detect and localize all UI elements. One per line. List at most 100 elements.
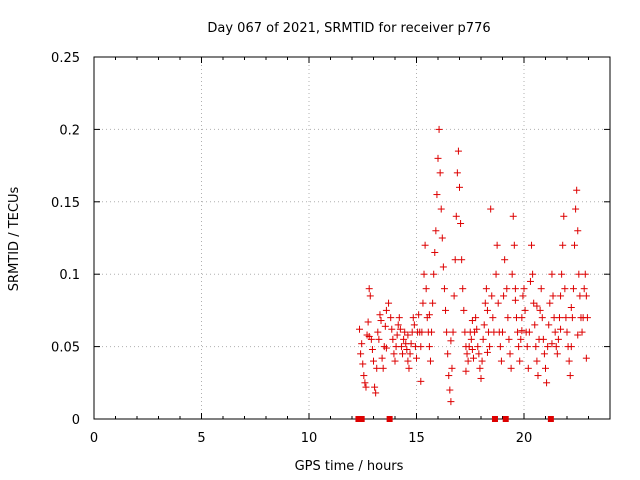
gap-marker (502, 416, 509, 422)
data-point (378, 354, 386, 362)
data-point (533, 357, 541, 365)
data-point (503, 285, 511, 293)
y-tick-label: 0 (72, 413, 80, 428)
data-point (521, 306, 529, 314)
data-point (430, 270, 438, 278)
data-point (432, 227, 440, 235)
data-point (478, 357, 486, 365)
data-point (511, 296, 519, 304)
data-point (557, 292, 565, 300)
data-point (540, 350, 548, 358)
y-tick-label: 0.25 (51, 51, 80, 66)
data-point (452, 212, 460, 220)
data-point (463, 350, 471, 358)
data-point (434, 154, 442, 162)
data-point (488, 292, 496, 300)
data-point (549, 292, 557, 300)
data-point (443, 328, 451, 336)
data-point (500, 292, 508, 300)
data-point (525, 328, 533, 336)
data-point (534, 372, 542, 380)
plot-area-frame (93, 56, 611, 420)
data-point (568, 314, 576, 322)
data-point (505, 335, 513, 343)
data-point (561, 285, 569, 293)
data-point (375, 335, 383, 343)
data-point (439, 263, 447, 271)
data-point (518, 327, 526, 335)
data-point (504, 314, 512, 322)
data-point (544, 343, 552, 351)
data-point (537, 285, 545, 293)
data-point (377, 317, 385, 325)
data-point (458, 256, 466, 264)
data-point (436, 169, 444, 177)
data-point (391, 357, 399, 365)
data-point (509, 212, 517, 220)
data-points (356, 125, 591, 406)
data-point (453, 169, 461, 177)
data-point (483, 306, 491, 314)
data-point (370, 357, 377, 365)
data-point (555, 314, 563, 322)
axis-ticks: 0 5 10 15 20 0 0.05 0.1 0.15 0.2 0.25 (51, 51, 610, 446)
grid-lines (94, 57, 610, 419)
data-point (481, 299, 489, 307)
data-point (388, 325, 396, 333)
data-point (518, 314, 526, 322)
gap-marker (547, 416, 554, 422)
gap-marker (358, 416, 365, 422)
data-point (413, 354, 420, 362)
data-point (486, 343, 494, 351)
data-point (551, 328, 559, 336)
data-point (428, 328, 436, 336)
data-point (420, 270, 428, 278)
data-point (364, 318, 372, 326)
data-point (395, 314, 403, 322)
data-point (437, 205, 445, 213)
data-point (373, 364, 381, 372)
data-point (444, 350, 452, 358)
data-point (493, 241, 501, 249)
data-point (477, 374, 485, 382)
data-point (482, 285, 490, 293)
data-point (562, 314, 570, 322)
data-point (381, 322, 389, 330)
data-point (403, 345, 411, 353)
data-point (508, 270, 516, 278)
data-point (385, 299, 393, 307)
data-point (362, 383, 370, 391)
data-point (400, 335, 408, 343)
data-point (538, 314, 546, 322)
data-point (446, 386, 454, 394)
data-point (460, 306, 468, 314)
data-point (533, 302, 541, 310)
data-point (435, 125, 443, 133)
data-point (524, 364, 532, 372)
y-tick-label: 0.1 (59, 268, 80, 283)
data-point (393, 331, 401, 339)
data-point (492, 270, 500, 278)
x-tick-label: 15 (408, 431, 425, 446)
y-tick-label: 0.15 (51, 196, 80, 211)
data-point (450, 292, 458, 300)
data-point (433, 191, 441, 199)
data-point (418, 328, 426, 336)
data-point (371, 383, 379, 391)
data-point (552, 343, 560, 351)
data-point (417, 377, 425, 385)
data-point (464, 357, 472, 365)
data-point (429, 299, 437, 307)
data-point (515, 343, 523, 351)
data-point (529, 270, 537, 278)
x-tick-label: 5 (197, 431, 205, 446)
data-point (359, 360, 367, 368)
data-point (422, 285, 430, 293)
data-point (468, 317, 476, 325)
data-point (389, 335, 397, 343)
data-point (560, 212, 568, 220)
data-point (410, 321, 418, 329)
data-point (582, 292, 590, 300)
data-point (511, 285, 519, 293)
